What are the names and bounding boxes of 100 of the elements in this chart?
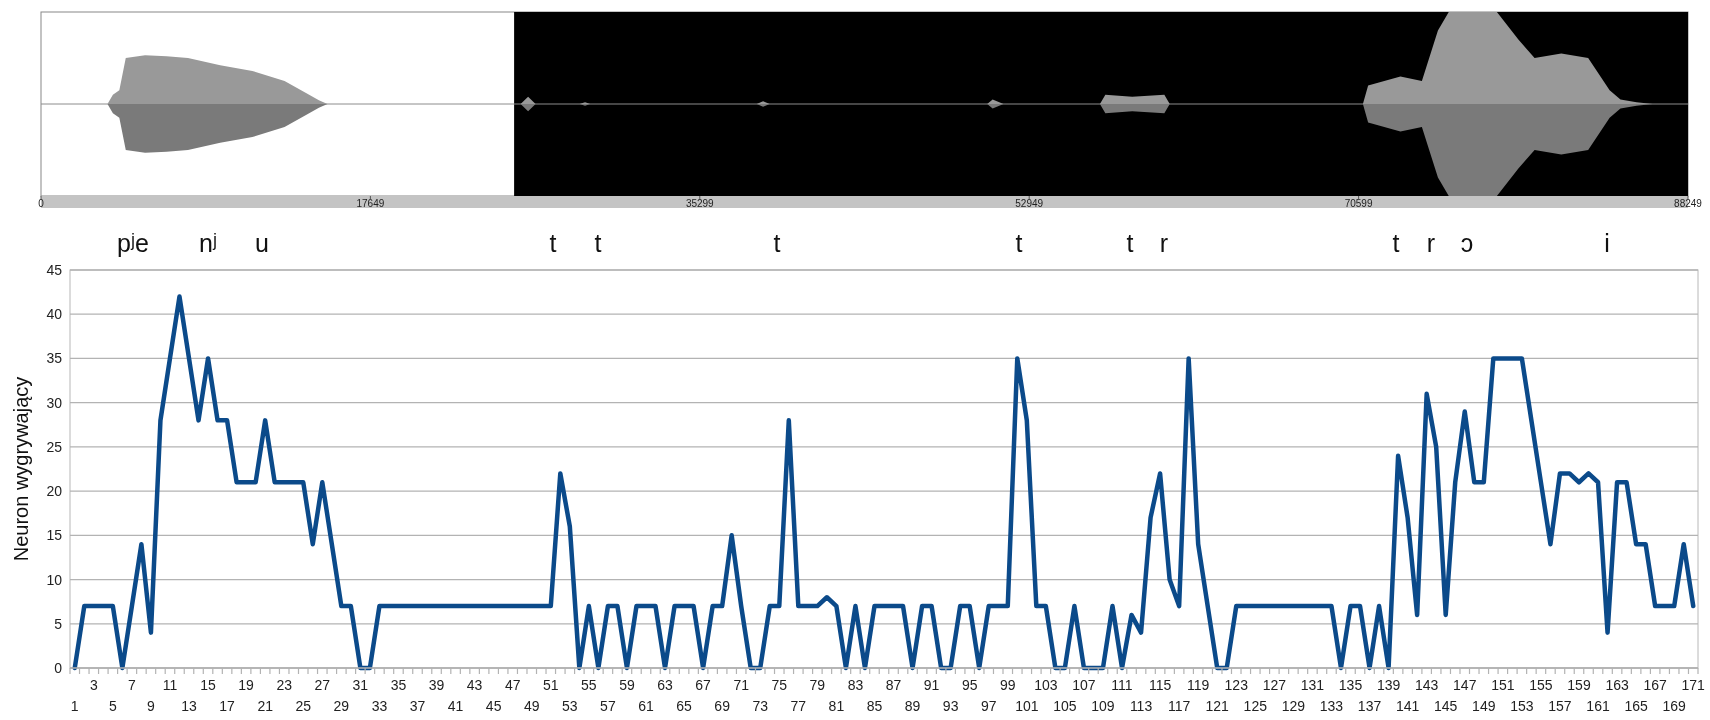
x-tick-label: 59 <box>619 677 635 693</box>
x-tick-label: 5 <box>108 698 117 714</box>
x-tick-label: 52949 <box>1015 198 1044 209</box>
x-tick-label: 70599 <box>1344 198 1373 209</box>
text: t <box>773 229 781 257</box>
x-tick-label: 109 <box>1091 698 1115 714</box>
x-tick-label: 129 <box>1281 698 1306 714</box>
x-tick-label: 143 <box>1414 677 1439 693</box>
x-tick-label: 101 <box>1015 698 1039 714</box>
y-tick-label: 0 <box>54 660 63 676</box>
x-tick-label: 0 <box>38 198 45 209</box>
x-tick-label: 81 <box>828 698 845 714</box>
y-tick-label: 30 <box>46 394 63 411</box>
x-tick-label: 141 <box>1395 698 1420 714</box>
x-tick-label: 119 <box>1187 677 1210 693</box>
x-tick-label: 27 <box>314 677 331 693</box>
x-tick-label: 35299 <box>685 198 715 209</box>
x-tick-label: 165 <box>1624 698 1649 714</box>
x-tick-label: 29 <box>333 698 350 714</box>
x-tick-label: 153 <box>1510 698 1534 714</box>
x-tick-label: 157 <box>1548 698 1572 714</box>
x-tick-label: 1 <box>70 698 79 714</box>
x-tick-label: 25 <box>295 698 312 714</box>
x-tick-label: 107 <box>1072 677 1096 693</box>
x-tick-label: 91 <box>923 677 940 693</box>
x-tick-label: 63 <box>657 677 674 693</box>
y-tick-label: 35 <box>46 350 63 367</box>
x-tick-label: 73 <box>752 698 769 714</box>
text: r <box>1426 229 1436 257</box>
x-tick-label: 105 <box>1053 698 1077 714</box>
x-tick-label: 167 <box>1643 677 1668 693</box>
x-tick-label: 123 <box>1224 677 1249 693</box>
x-tick-label: 11 <box>162 677 178 693</box>
x-tick-label: 51 <box>542 677 559 693</box>
y-tick-label: 45 <box>46 262 63 278</box>
x-tick-label: 159 <box>1567 677 1591 693</box>
x-tick-label: 147 <box>1453 677 1477 693</box>
x-tick-label: 33 <box>371 698 388 714</box>
x-tick-label: 77 <box>790 698 807 714</box>
x-tick-label: 3 <box>89 677 98 693</box>
x-tick-label: 135 <box>1338 677 1363 693</box>
text: nʲ <box>199 229 217 257</box>
text: t <box>549 229 557 257</box>
x-tick-label: 45 <box>485 698 502 714</box>
x-tick-label: 149 <box>1472 698 1496 714</box>
x-tick-label: 163 <box>1605 677 1629 693</box>
y-axis-title: Neuron wygrywający <box>10 376 32 562</box>
x-tick-label: 137 <box>1357 698 1382 714</box>
x-tick-label: 35 <box>390 677 407 693</box>
x-tick-label: 83 <box>847 677 864 693</box>
x-tick-label: 151 <box>1491 677 1515 693</box>
text: t <box>1015 229 1023 257</box>
x-tick-label: 15 <box>200 677 217 693</box>
x-tick-label: 39 <box>428 677 445 693</box>
x-tick-label: 31 <box>352 677 369 693</box>
text: r <box>1159 229 1169 257</box>
x-tick-label: 131 <box>1300 677 1325 693</box>
x-tick-label: 7 <box>127 677 136 693</box>
text: t <box>1392 229 1400 257</box>
x-tick-label: 53 <box>562 698 578 714</box>
x-tick-label: 9 <box>147 698 156 714</box>
x-tick-label: 113 <box>1129 698 1153 714</box>
x-tick-label: 115 <box>1148 677 1172 693</box>
x-tick-label: 61 <box>638 698 654 714</box>
x-tick-label: 111 <box>1111 677 1133 693</box>
y-tick-label: 10 <box>46 571 63 588</box>
x-tick-label: 13 <box>181 698 197 714</box>
x-tick-label: 71 <box>733 677 750 693</box>
line-series <box>72 294 1696 671</box>
x-tick-label: 19 <box>238 677 255 693</box>
x-tick-label: 69 <box>714 698 731 714</box>
y-tick-label: 40 <box>46 306 63 323</box>
x-tick-label: 43 <box>466 677 483 693</box>
x-tick-label: 103 <box>1034 677 1058 693</box>
y-tick-label: 15 <box>46 527 63 544</box>
x-tick-label: 127 <box>1262 677 1287 693</box>
x-tick-label: 121 <box>1205 698 1230 714</box>
x-tick-label: 133 <box>1319 698 1344 714</box>
x-tick-label: 41 <box>447 698 464 714</box>
y-tick-label: 5 <box>54 615 63 632</box>
x-tick-label: 65 <box>676 698 693 714</box>
x-tick-label: 79 <box>809 677 826 693</box>
text: i <box>1604 229 1610 257</box>
x-tick-label: 55 <box>581 677 597 693</box>
y-tick-label: 20 <box>46 483 63 500</box>
text: t <box>594 229 602 257</box>
x-tick-label: 87 <box>885 677 902 693</box>
x-tick-label: 99 <box>999 677 1016 693</box>
x-tick-label: 47 <box>504 677 521 693</box>
x-tick-label: 145 <box>1434 698 1458 714</box>
x-tick-label: 85 <box>866 698 883 714</box>
x-tick-label: 171 <box>1681 677 1706 693</box>
x-tick-label: 155 <box>1529 677 1553 693</box>
text: ɔ <box>1460 229 1474 257</box>
text: u <box>255 229 269 257</box>
x-tick-label: 97 <box>980 698 997 714</box>
x-tick-label: 37 <box>409 698 426 714</box>
x-tick-label: 125 <box>1243 698 1268 714</box>
x-tick-label: 139 <box>1376 677 1401 693</box>
x-tick-label: 17 <box>219 698 236 714</box>
